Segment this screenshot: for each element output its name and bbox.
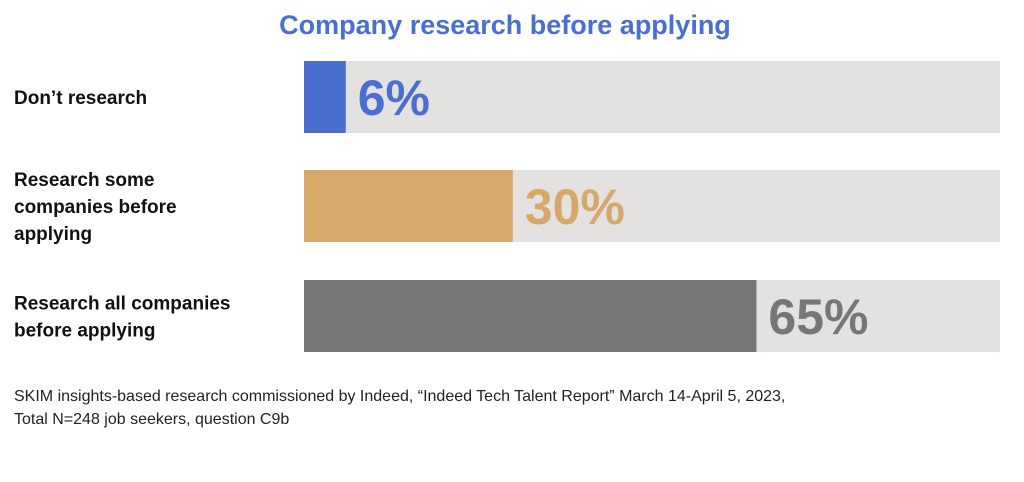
bar-1 (304, 61, 346, 133)
footnote-line-1: SKIM insights-based research commissione… (14, 388, 786, 405)
value-label-3: 65% (768, 289, 868, 345)
bar-track-1 (304, 61, 1000, 133)
category-label-line: applying (14, 224, 92, 245)
category-label-1: Don’t research (14, 88, 147, 109)
bar-3 (304, 280, 757, 352)
footnote-line-2: Total N=248 job seekers, question C9b (14, 411, 290, 428)
category-label-line: Research some (14, 170, 154, 191)
category-label-line: Don’t research (14, 88, 147, 109)
value-label-1: 6% (358, 70, 430, 126)
category-label-3: Research all companies before applying (14, 294, 231, 342)
value-label-2: 30% (525, 179, 625, 235)
category-label-line: Research all companies (14, 294, 231, 315)
category-label-line: companies before (14, 197, 177, 218)
bar-2 (304, 170, 513, 242)
chart-title: Company research before applying (279, 10, 731, 40)
category-label-line: before applying (14, 321, 155, 342)
category-label-2: Research some companies before applying (14, 170, 177, 245)
source-footnote: SKIM insights-based research commissione… (14, 385, 914, 431)
